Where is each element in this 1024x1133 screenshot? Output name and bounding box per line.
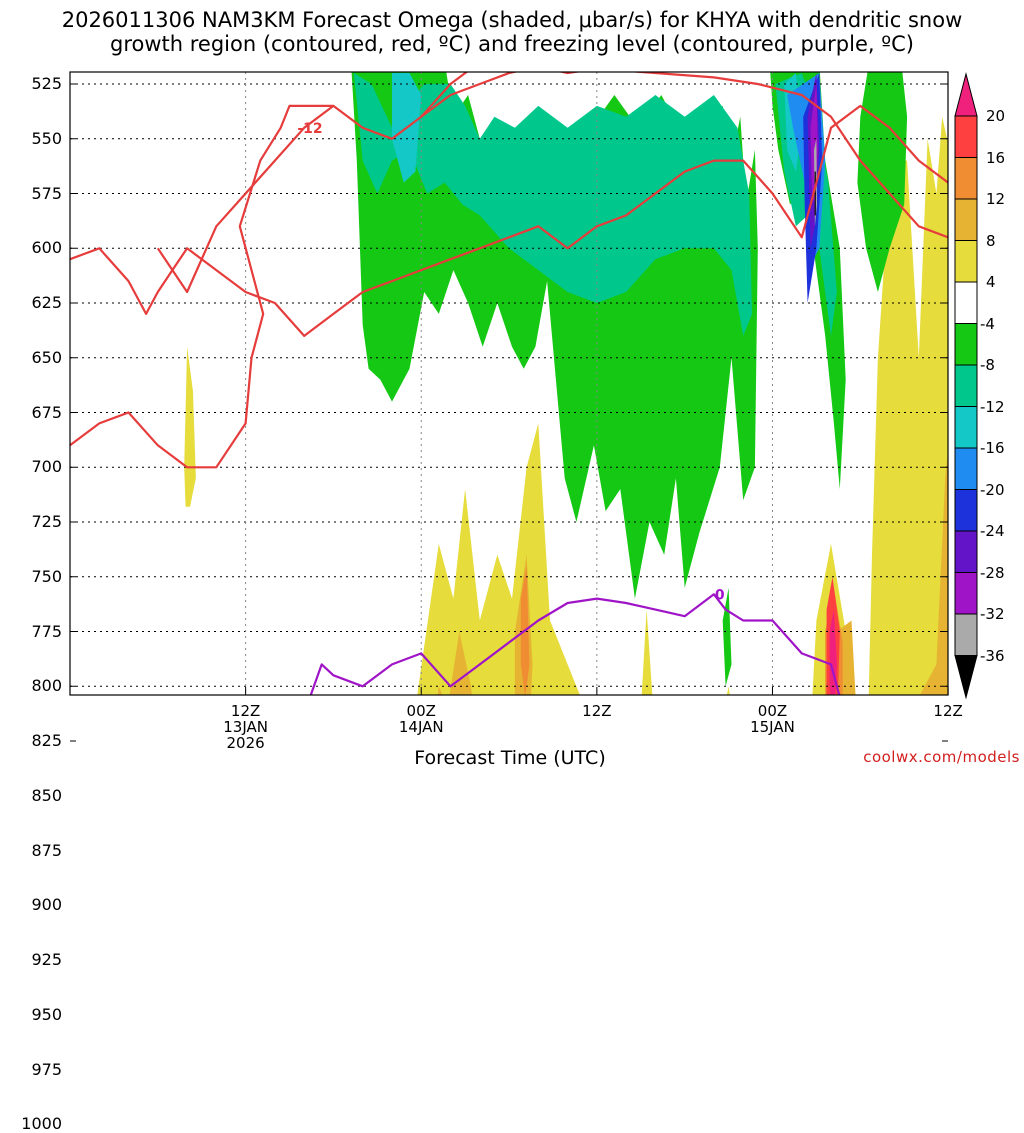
y-tick-label-950: 950 [31,1004,62,1024]
colorbar-swatch-2 [954,157,978,200]
y-tick-label-1000: 1000 [21,1114,62,1133]
x-tick-label-30-0: 12Z [933,702,963,720]
colorbar-swatch-7 [954,364,978,407]
y-tick-label-975: 975 [31,1059,62,1079]
x-tick-label-12-1: 14JAN [398,718,444,736]
y-tick-label-650: 650 [31,347,62,367]
colorbar-swatch-4 [954,240,978,283]
x-tick-label-6-0: 12Z [230,702,261,720]
y-tick-label-825: 825 [31,731,62,750]
contour-label-dgz-upper-0: -12 [297,121,322,137]
y-tick-label-925: 925 [31,950,62,969]
y-tick-label-725: 725 [31,512,62,531]
colorbar-label-0: 20 [986,107,1006,125]
y-tick-label-675: 675 [31,402,62,422]
colorbar-swatch-6 [954,323,978,366]
colorbar-label-12: -32 [980,605,1005,623]
contour-label-dgz-upper-1: -12 [534,59,559,75]
x-tick-label-24-0: 00Z [757,702,788,720]
colorbar-swatch-10 [954,489,978,532]
omega-region-8 [919,450,948,695]
colorbar-label-4: 4 [986,273,996,291]
omega-region-3 [437,631,472,695]
plot-frame [69,71,949,696]
colorbar-label-7: -12 [980,397,1005,416]
y-tick-label-525: 525 [31,74,62,93]
colorbar-bottom-arrow [954,655,978,700]
colorbar-swatch-9 [954,447,978,490]
omega-region-0 [184,346,196,507]
contour-label-freezing-level-1: 0 [715,587,725,603]
contour-dgz-left [70,104,948,337]
colorbar-label-5: -4 [980,314,995,333]
x-tick-label-18-0: 12Z [582,702,612,720]
x-tick-label-6-1: 13JAN [223,718,268,736]
colorbar-label-1: 16 [986,148,1006,167]
y-tick-label-550: 550 [31,128,62,148]
colorbar-label-8: -16 [980,439,1005,457]
y-tick-label-850: 850 [31,785,62,805]
x-tick-label-6-2: 2026 [226,734,265,752]
x-tick-label-12-0: 00Z [406,702,436,720]
x-tick-label-24-1: 15JAN [750,718,795,736]
colorbar-label-3: 8 [986,231,996,250]
contour-dgz-upper2 [420,72,469,118]
y-tick-label-900: 900 [31,895,62,915]
y-tick-label-750: 750 [31,566,62,586]
colorbar-label-2: 12 [986,190,1006,208]
chart-title-line-1: 2026011306 NAM3KM Forecast Omega (shaded… [61,8,963,32]
omega-region-19 [857,72,908,292]
colorbar-label-6: -8 [980,356,995,374]
colorbar-swatch-5 [954,281,978,324]
colorbar-swatch-8 [954,406,978,449]
chart-title-line-2: growth region (contoured, red, ºC) and f… [110,32,914,56]
colorbar-swatch-13 [954,613,978,656]
omega-region-16 [829,609,837,695]
y-tick-label-775: 775 [31,621,62,641]
contour-dgz-upper [156,72,948,294]
y-tick-label-700: 700 [31,457,62,477]
colorbar-label-11: -28 [980,563,1005,582]
colorbar-swatch-1 [954,115,978,158]
colorbar-swatch-11 [954,530,978,573]
colorbar-swatch-12 [954,572,978,615]
colorbar-label-13: -36 [980,646,1005,665]
contour-dgz-lower [70,104,334,469]
y-tick-label-600: 600 [31,238,62,258]
time-height-chart: -12-12-12000 [69,59,978,742]
x-axis-label: Forecast Time (UTC) [414,747,606,769]
colorbar-label-9: -20 [980,480,1005,499]
omega-region-2 [417,116,948,695]
y-tick-label-875: 875 [31,840,62,860]
y-tick-label-800: 800 [31,676,62,696]
colorbar-label-10: -24 [980,522,1005,540]
y-tick-label-625: 625 [31,293,62,312]
source-credit: coolwx.com/models [863,748,1020,766]
y-tick-label-575: 575 [31,183,62,203]
colorbar-swatch-3 [954,198,978,241]
contour-freezing-level [309,593,841,695]
colorbar-top-arrow [954,72,978,117]
